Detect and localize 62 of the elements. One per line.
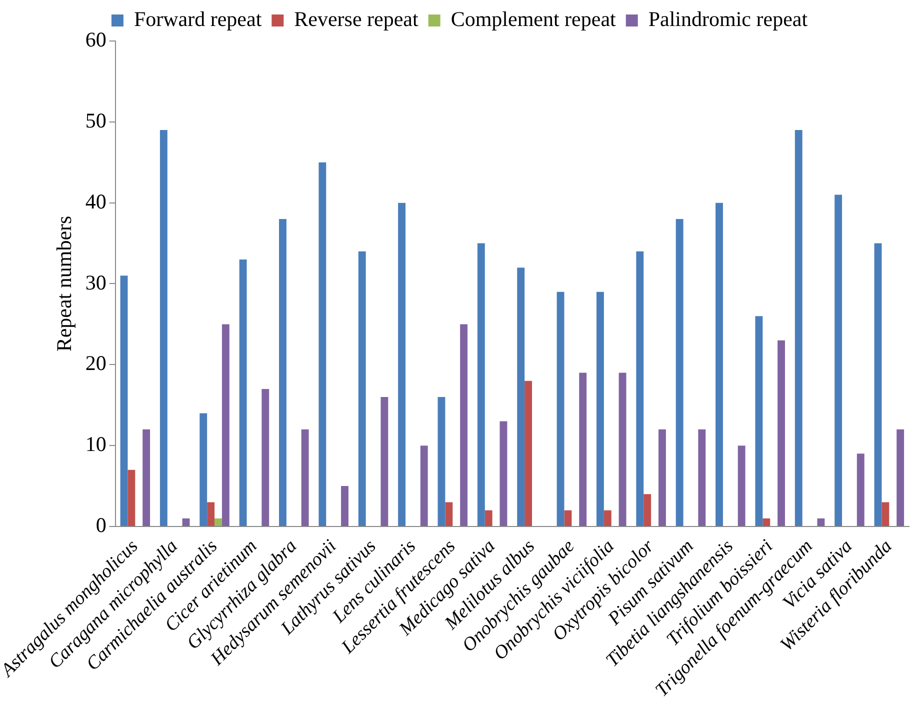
bar	[207, 502, 215, 526]
bar	[438, 397, 446, 526]
bar	[279, 219, 286, 526]
bar	[636, 251, 644, 526]
bar	[214, 518, 222, 526]
bar	[596, 292, 604, 526]
bar	[262, 388, 270, 526]
y-tick-label: 60	[85, 28, 106, 52]
bar	[738, 446, 746, 526]
bar	[618, 372, 626, 526]
legend-label: Forward repeat	[134, 7, 262, 32]
bar	[477, 243, 485, 526]
bar	[698, 429, 706, 526]
bar	[874, 243, 882, 526]
y-tick-label: 20	[85, 351, 106, 376]
bar	[604, 510, 612, 526]
bar	[716, 202, 723, 526]
bar	[517, 268, 525, 526]
bar	[142, 429, 150, 526]
bar	[579, 372, 587, 526]
bar	[380, 397, 388, 526]
bar	[398, 202, 406, 526]
y-tick-label: 0	[96, 513, 106, 538]
bar	[318, 162, 326, 526]
bar	[222, 324, 230, 526]
bar	[301, 429, 309, 526]
bar	[882, 502, 890, 526]
y-tick-label: 40	[85, 189, 106, 214]
bar	[762, 518, 770, 526]
y-tick-label: 30	[85, 270, 106, 294]
bar	[856, 454, 864, 526]
bar	[676, 219, 684, 526]
legend-label: Complement repeat	[450, 7, 616, 32]
bar	[778, 340, 785, 526]
legend-label: Reverse repeat	[294, 7, 418, 32]
bar	[239, 259, 247, 526]
bar	[564, 510, 572, 526]
bar	[484, 510, 492, 526]
bar	[834, 194, 842, 526]
bar	[445, 502, 453, 526]
bar	[341, 486, 348, 526]
bar	[420, 446, 428, 526]
bar	[200, 413, 208, 526]
bar	[817, 518, 825, 526]
bar	[182, 518, 190, 526]
y-axis-title: Repeat numbers	[52, 216, 76, 352]
bar	[658, 429, 666, 526]
bar	[524, 380, 532, 526]
legend-label: Palindromic repeat	[648, 7, 808, 32]
bar	[644, 494, 652, 526]
bar	[160, 130, 168, 526]
bar	[120, 276, 128, 526]
bar	[794, 130, 802, 526]
bar	[556, 292, 564, 526]
bar	[896, 429, 904, 526]
bar	[358, 251, 366, 526]
bar	[460, 324, 468, 526]
y-tick-label: 50	[85, 108, 106, 132]
bar	[500, 421, 508, 526]
bar	[755, 316, 763, 526]
y-tick-label: 10	[85, 432, 106, 456]
bar	[128, 470, 136, 526]
